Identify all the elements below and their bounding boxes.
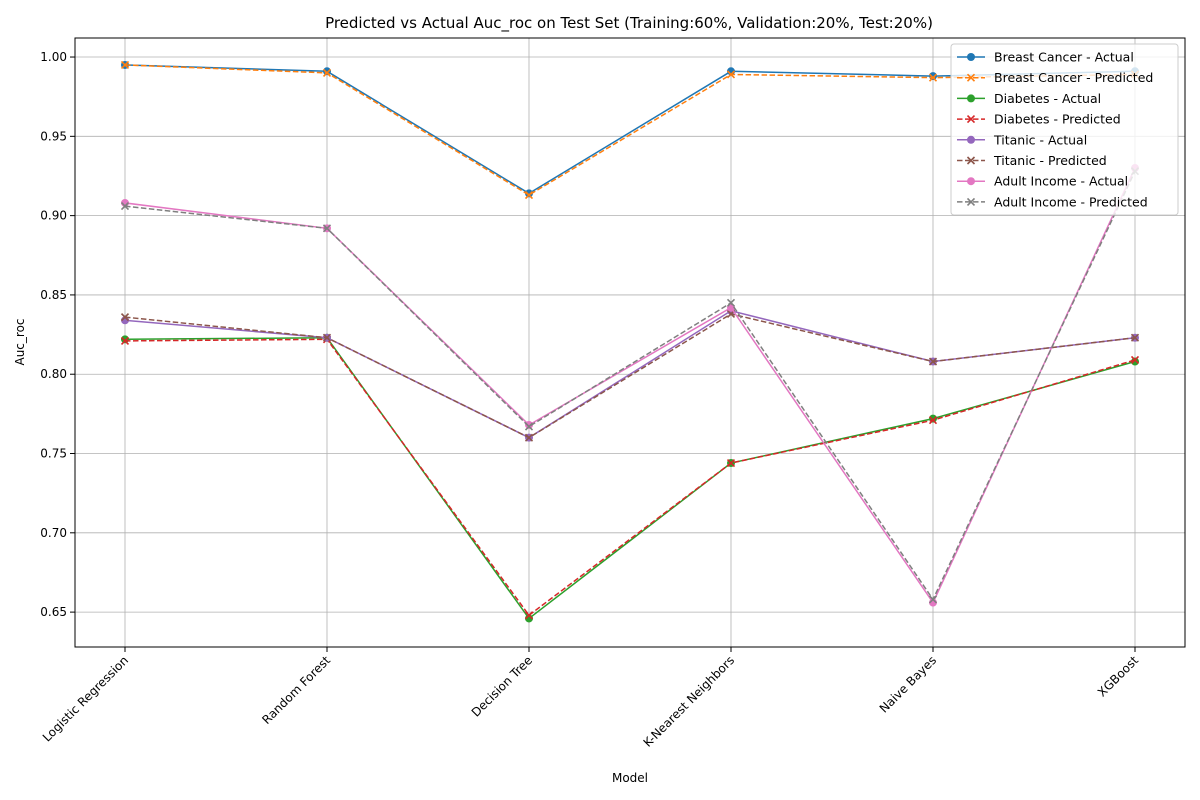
data-point	[322, 68, 332, 77]
legend-label: Breast Cancer - Predicted	[994, 70, 1153, 85]
legend-item: Adult Income - Predicted	[957, 194, 1148, 209]
y-axis-title: Auc_roc	[13, 318, 27, 365]
data-point	[524, 422, 534, 431]
legend-label: Breast Cancer - Actual	[994, 50, 1134, 65]
y-tick-label: 0.80	[40, 367, 67, 381]
chart-title: Predicted vs Actual Auc_roc on Test Set …	[325, 14, 933, 33]
legend-item: Diabetes - Actual	[957, 91, 1101, 106]
legend-marker	[966, 156, 976, 165]
y-tick-label: 1.00	[40, 50, 67, 64]
data-point	[928, 595, 938, 604]
legend-item: Diabetes - Predicted	[957, 112, 1121, 127]
data-point	[928, 416, 938, 425]
legend-item: Breast Cancer - Predicted	[957, 70, 1153, 85]
data-point	[322, 224, 332, 233]
data-point	[928, 73, 938, 82]
legend-marker	[966, 197, 976, 206]
y-tick-layer: 0.65 0.70 0.75 0.80 0.85 0.90 0.95 1.00	[40, 50, 75, 619]
legend-box	[950, 43, 1179, 216]
data-point	[726, 298, 736, 307]
data-point	[120, 336, 130, 345]
x-axis-title: Model	[612, 771, 648, 785]
y-tick-label: 0.75	[40, 447, 67, 461]
data-point	[726, 458, 736, 468]
legend-marker	[966, 73, 976, 82]
legend-label: Adult Income - Actual	[994, 174, 1128, 189]
data-point	[120, 60, 130, 70]
legend-label: Titanic - Predicted	[993, 153, 1107, 168]
data-point	[525, 189, 533, 198]
legend: Breast Cancer - Actual Breast Cancer - Pr…	[950, 43, 1179, 216]
legend-item: Breast Cancer - Actual	[957, 50, 1134, 65]
data-point	[524, 433, 534, 442]
series-line	[124, 170, 1136, 601]
data-point	[1131, 357, 1139, 366]
data-point	[120, 313, 130, 322]
legend-marker	[967, 94, 975, 103]
data-point	[524, 611, 534, 620]
legend-label: Adult Income - Predicted	[994, 194, 1148, 209]
data-point	[524, 190, 534, 200]
data-point	[322, 333, 332, 342]
y-tick-label: 0.85	[40, 288, 67, 302]
y-tick-label: 0.90	[40, 209, 67, 223]
legend-label: Titanic - Actual	[993, 132, 1087, 147]
series-line	[124, 336, 1136, 620]
data-point	[525, 420, 533, 429]
y-tick-label: 0.70	[40, 526, 67, 540]
legend-marker	[966, 115, 976, 124]
series-line	[124, 313, 1136, 439]
y-tick-label: 0.65	[40, 605, 67, 619]
data-point	[121, 335, 129, 344]
data-point	[1130, 333, 1140, 342]
legend-label: Diabetes - Actual	[994, 91, 1101, 106]
legend-marker	[967, 177, 975, 186]
legend-label: Diabetes - Predicted	[994, 112, 1121, 127]
legend-marker	[967, 135, 975, 144]
data-point	[928, 357, 938, 366]
plot-frame	[74, 37, 1186, 648]
data-point	[120, 202, 130, 211]
y-tick-label: 0.95	[40, 129, 67, 143]
legend-marker	[967, 53, 975, 61]
data-point	[1130, 355, 1140, 365]
data-point	[929, 72, 937, 81]
legend-item: Adult Income - Actual	[957, 174, 1128, 189]
legend-item: Titanic - Actual	[957, 132, 1087, 147]
data-point	[726, 70, 736, 79]
legend-item: Titanic - Predicted	[957, 153, 1107, 168]
series-line	[124, 338, 1136, 617]
